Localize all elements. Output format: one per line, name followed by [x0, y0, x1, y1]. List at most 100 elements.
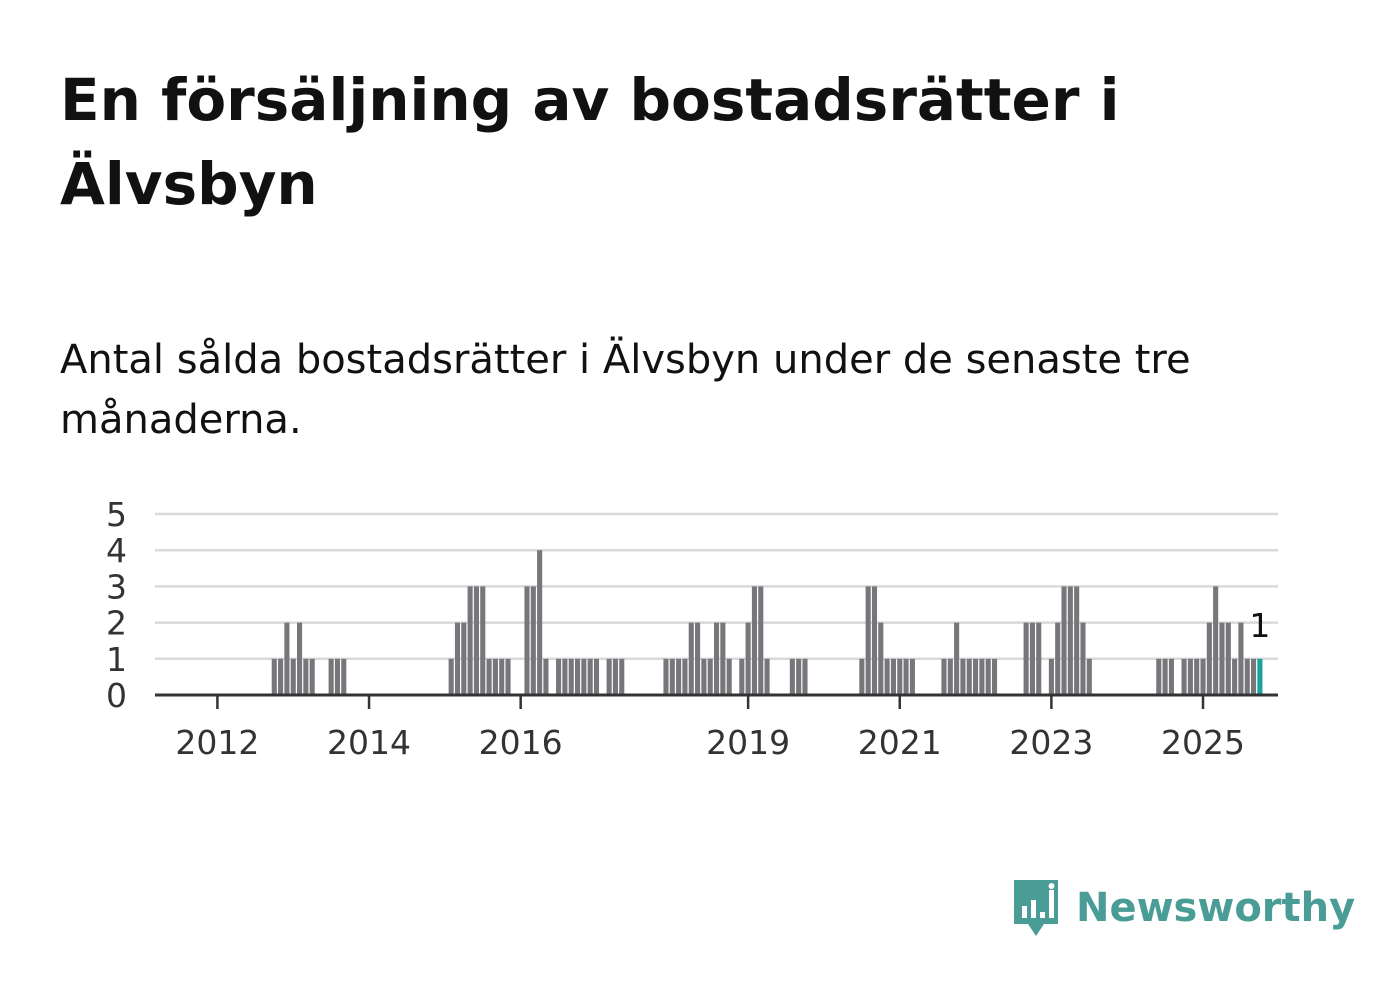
- bar: [1086, 658, 1092, 695]
- bar: [758, 586, 764, 695]
- bar: [461, 622, 467, 695]
- bar: [492, 658, 498, 695]
- bar: [985, 658, 991, 695]
- x-axis-ticks: 2012 2014 2016 2019 2021 2023 2025: [175, 695, 1245, 762]
- bar: [473, 586, 479, 695]
- bar: [713, 622, 720, 695]
- bar: [796, 658, 802, 695]
- bar: [606, 658, 612, 695]
- bar: [341, 658, 347, 695]
- y-tick-label: 2: [106, 604, 127, 643]
- x-tick-label: 2012: [175, 723, 259, 762]
- bar: [524, 586, 530, 695]
- bar: [1074, 586, 1080, 695]
- bar-latest: [1257, 658, 1263, 695]
- bar: [878, 622, 884, 695]
- bar: [739, 658, 745, 695]
- bar: [1194, 658, 1200, 695]
- bar: [701, 658, 707, 695]
- x-tick-label: 2025: [1161, 723, 1245, 762]
- bar: [764, 658, 770, 695]
- bar: [1251, 658, 1257, 695]
- y-tick-label: 1: [106, 640, 127, 679]
- bar: [941, 658, 947, 695]
- x-tick-label: 2021: [858, 723, 942, 762]
- bar: [587, 658, 593, 695]
- bar: [297, 622, 303, 695]
- bar: [890, 658, 896, 695]
- bar: [903, 658, 909, 695]
- bar: [1067, 586, 1073, 695]
- bar: [871, 586, 878, 695]
- x-tick-label: 2019: [706, 723, 790, 762]
- bar: [720, 622, 726, 695]
- bar: [745, 622, 751, 695]
- bar: [562, 658, 568, 695]
- bar: [1168, 658, 1174, 695]
- bar: [1162, 658, 1168, 695]
- bar: [454, 622, 461, 695]
- bar: [278, 658, 284, 695]
- bar: [865, 586, 871, 695]
- bar: [688, 622, 694, 695]
- bar: [751, 586, 757, 695]
- bar: [884, 658, 890, 695]
- bar: [663, 658, 669, 695]
- bar: [1213, 586, 1219, 695]
- bar: [1156, 658, 1162, 695]
- bars: [271, 550, 1263, 695]
- bar: [1200, 658, 1206, 695]
- bar: [897, 658, 903, 695]
- bar: [973, 658, 979, 695]
- x-tick-label: 2023: [1009, 723, 1093, 762]
- bar: [612, 658, 618, 695]
- bar: [1036, 622, 1042, 695]
- bar: [1225, 622, 1231, 695]
- bar: [1238, 622, 1244, 695]
- brand-name: Newsworthy: [1076, 885, 1356, 931]
- bar: [505, 658, 511, 695]
- bar: [707, 658, 713, 695]
- bar: [1029, 622, 1035, 695]
- bar: [1206, 622, 1212, 695]
- bar: [1023, 622, 1029, 695]
- bar: [574, 658, 581, 695]
- bar: [859, 658, 865, 695]
- bar: [1244, 658, 1250, 695]
- bar: [909, 658, 915, 695]
- bar: [789, 658, 795, 695]
- bar: [1187, 658, 1193, 695]
- bar: [1219, 622, 1225, 695]
- bar: [682, 658, 688, 695]
- bar: [1181, 658, 1187, 695]
- bar: [1061, 586, 1067, 695]
- y-tick-label: 5: [106, 495, 127, 534]
- bar: [271, 658, 277, 695]
- newsworthy-logo-icon: [1014, 880, 1058, 936]
- bar: [966, 658, 972, 695]
- data-labels: 1: [1249, 606, 1270, 645]
- bar: [334, 658, 340, 695]
- bar: [537, 550, 543, 695]
- bar: [499, 658, 505, 695]
- data-label-latest: 1: [1249, 606, 1270, 645]
- y-tick-label: 4: [106, 531, 127, 570]
- bar: [979, 658, 985, 695]
- bar: [991, 658, 998, 695]
- bar: [480, 586, 486, 695]
- bar: [619, 658, 625, 695]
- bar: [1055, 622, 1061, 695]
- bar: [290, 658, 296, 695]
- bar: [954, 622, 960, 695]
- bar: [530, 586, 536, 695]
- bar: [676, 658, 682, 695]
- bar: [467, 586, 473, 695]
- bar: [448, 658, 454, 695]
- bar: [695, 622, 701, 695]
- bar: [669, 658, 675, 695]
- bar: [556, 658, 562, 695]
- y-tick-label: 0: [106, 676, 127, 715]
- bar: [960, 658, 966, 695]
